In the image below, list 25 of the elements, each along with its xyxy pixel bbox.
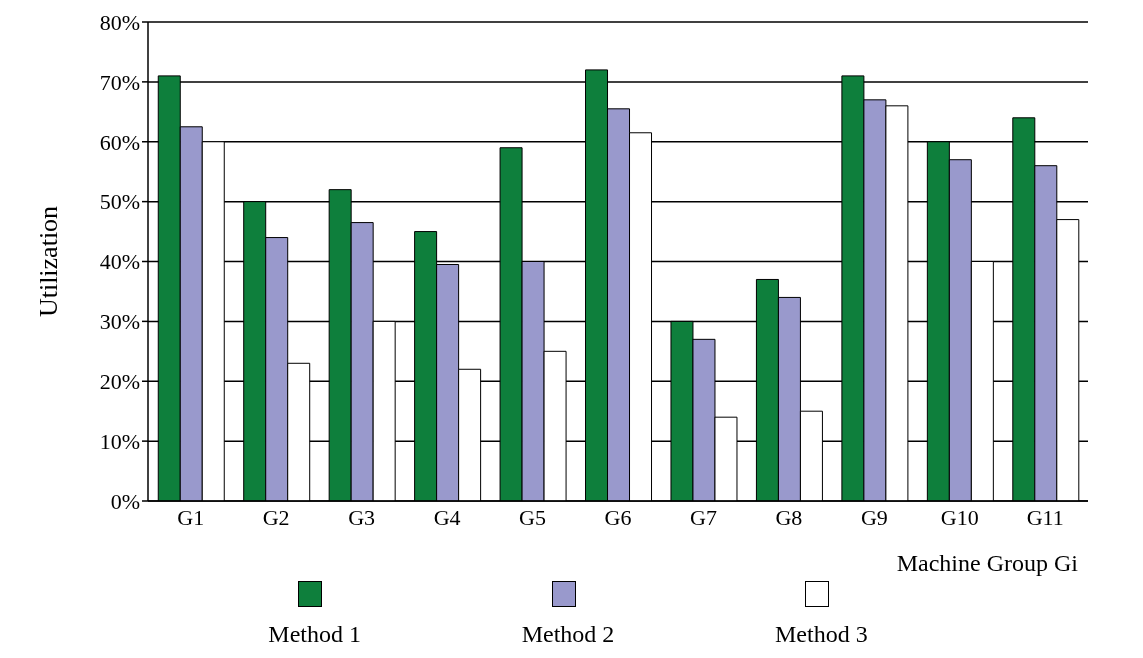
- x-tick-label: G9: [860, 504, 888, 530]
- x-tick-label: G8: [775, 504, 803, 530]
- y-axis-title: Utilization: [34, 205, 64, 318]
- x-tick-label: G6: [604, 504, 632, 530]
- y-tick-label: 30%: [99, 309, 140, 335]
- y-tick-label: 10%: [99, 428, 140, 454]
- x-tick-label: G7: [690, 504, 717, 530]
- legend-label: Method 3: [774, 621, 868, 648]
- y-tick-label: 80%: [99, 9, 140, 35]
- y-tick-label: 50%: [99, 189, 140, 215]
- x-tick-label: G1: [177, 504, 205, 530]
- y-tick-label: 40%: [99, 249, 140, 275]
- y-tick-label: 60%: [99, 129, 140, 155]
- x-tick-label: G11: [1026, 504, 1064, 530]
- legend-label: Method 2: [521, 621, 615, 648]
- x-tick-label: G4: [433, 504, 461, 530]
- x-tick-label: G2: [262, 504, 290, 530]
- x-tick-label: G5: [519, 504, 546, 530]
- y-tick-label: 70%: [99, 69, 140, 95]
- legend-label: Method 1: [268, 621, 361, 648]
- x-tick-label: G10: [940, 504, 979, 530]
- x-axis-title: Machine Group Gi: [896, 550, 1079, 576]
- y-tick-label: 20%: [99, 369, 140, 395]
- y-tick-label: 0%: [110, 488, 140, 514]
- x-tick-label: G3: [348, 504, 376, 530]
